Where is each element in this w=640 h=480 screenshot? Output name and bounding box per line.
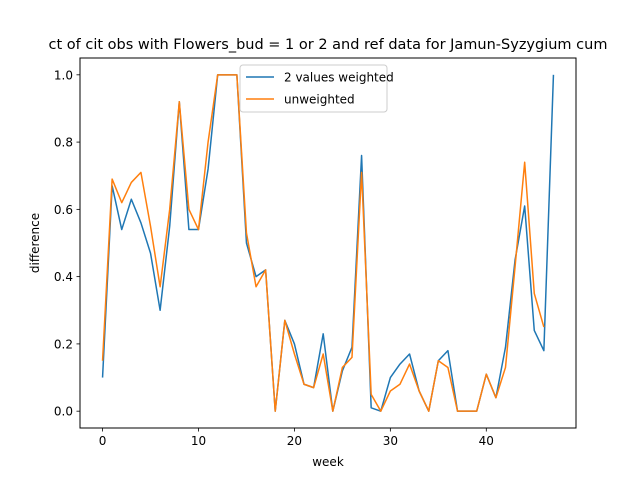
legend: 2 values weighted unweighted <box>239 64 394 113</box>
series-line-2 <box>101 74 545 412</box>
axes-frame <box>79 57 577 429</box>
legend-label-2: unweighted <box>284 93 355 107</box>
x-tick-label: 10 <box>191 434 206 448</box>
x-tick-label: 20 <box>287 434 302 448</box>
y-tick-label: 0.6 <box>54 203 73 217</box>
y-tick-label: 1.0 <box>54 68 73 82</box>
legend-box <box>239 64 388 113</box>
y-axis-label: difference <box>28 213 42 273</box>
axis-ticks: 0 10 20 30 40 0.0 0.2 0.4 0.6 0.8 1.0 <box>54 68 494 448</box>
x-tick-label: 40 <box>479 434 494 448</box>
chart-title: ct of cit obs with Flowers_bud = 1 or 2 … <box>49 37 608 53</box>
plot-area <box>101 74 555 412</box>
y-tick-label: 0.2 <box>54 337 73 351</box>
y-tick-label: 0.4 <box>54 270 73 284</box>
x-tick-label: 30 <box>383 434 398 448</box>
legend-label-1: 2 values weighted <box>284 71 394 85</box>
x-axis-label: week <box>312 455 344 469</box>
y-tick-label: 0.8 <box>54 136 73 150</box>
x-tick-label: 0 <box>99 434 107 448</box>
y-tick-label: 0.0 <box>54 405 73 419</box>
